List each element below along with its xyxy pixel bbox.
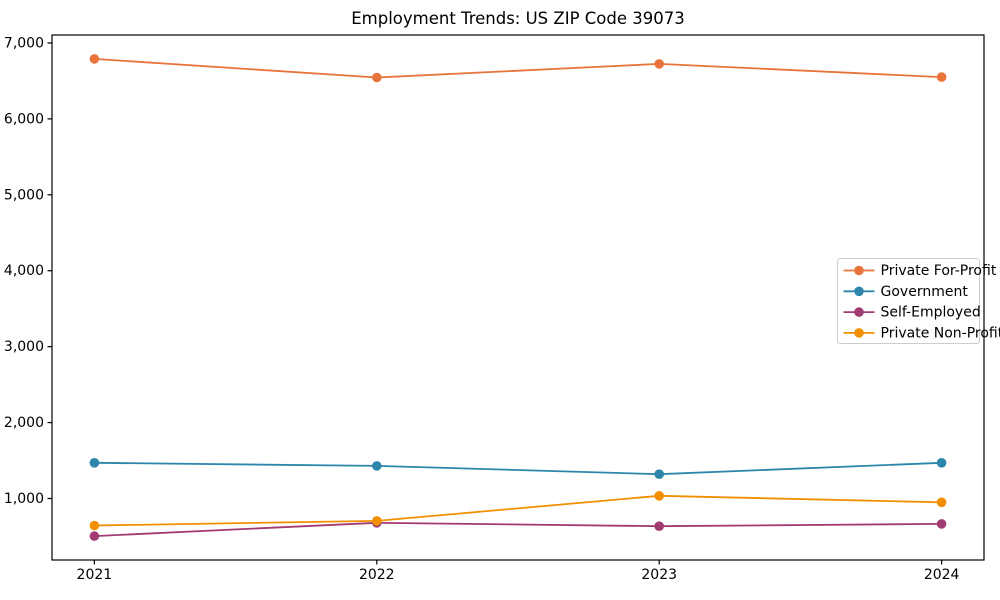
- legend-marker-private-for-profit: [854, 265, 864, 276]
- x-tick-label: 2021: [77, 567, 113, 583]
- data-point: [372, 72, 382, 83]
- series-private-for-profit: [89, 54, 947, 83]
- data-point: [654, 469, 664, 480]
- legend-label-private-for-profit: Private For-Profit: [881, 263, 997, 279]
- data-point: [654, 521, 664, 531]
- series-line-self-employed: [94, 521, 942, 537]
- data-point: [89, 54, 100, 64]
- data-point: [372, 516, 382, 526]
- legend-box: [837, 258, 980, 344]
- data-point: [89, 531, 100, 541]
- data-point: [936, 497, 947, 508]
- x-tick-label: 2024: [924, 567, 960, 583]
- x-tick-label: 2022: [359, 567, 395, 583]
- y-tick-label: 5,000: [4, 187, 44, 203]
- y-tick-label: 6,000: [4, 111, 44, 127]
- data-point: [89, 458, 100, 468]
- legend-label-private-non-profit: Private Non-Profit: [881, 325, 1000, 341]
- series-group: [89, 54, 947, 541]
- data-point: [936, 458, 947, 468]
- legend: Private For-Profit Government Self-Employe…: [837, 258, 1000, 344]
- legend-label-government: Government: [881, 284, 969, 300]
- data-point: [372, 461, 382, 471]
- series-line-private-non-profit: [94, 494, 942, 527]
- y-tick-label: 3,000: [4, 339, 44, 355]
- x-axis: 2021 2022 2023 2024: [77, 560, 960, 583]
- x-tick-label: 2023: [641, 567, 677, 583]
- data-point: [89, 520, 100, 531]
- y-tick-label: 4,000: [4, 263, 44, 279]
- data-point: [936, 519, 947, 529]
- data-point: [654, 59, 664, 69]
- y-tick-label: 1,000: [4, 491, 44, 507]
- series-private-non-profit: [89, 491, 947, 531]
- y-tick-label: 2,000: [4, 415, 44, 431]
- legend-marker-self-employed: [854, 307, 864, 317]
- data-point: [654, 491, 664, 501]
- y-axis: 1,000 2,000 3,000 4,000 5,000 6,000 7,000: [4, 35, 52, 507]
- y-tick-label: 7,000: [4, 35, 44, 51]
- data-point: [936, 72, 947, 82]
- series-line-government: [94, 461, 942, 476]
- legend-marker-private-non-profit: [854, 328, 864, 338]
- plot-area-frame: [51, 34, 985, 561]
- legend-label-self-employed: Self-Employed: [881, 305, 981, 321]
- series-government: [89, 458, 947, 480]
- chart-title: Employment Trends: US ZIP Code 39073: [351, 9, 685, 28]
- series-line-private-for-profit: [94, 58, 942, 79]
- legend-marker-government: [854, 286, 864, 297]
- series-self-employed: [89, 518, 947, 541]
